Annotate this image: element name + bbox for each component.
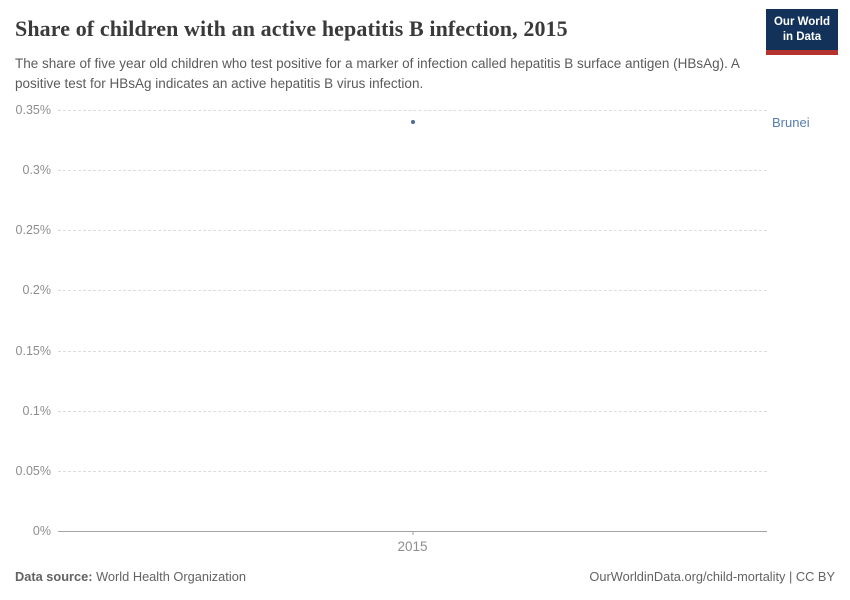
- data-source-value: World Health Organization: [92, 569, 246, 584]
- y-tick-label: 0.2%: [22, 283, 52, 298]
- y-tick-label: 0%: [32, 524, 51, 538]
- page-title: Share of children with an active hepatit…: [15, 16, 568, 41]
- y-tick-label: 0.05%: [15, 463, 51, 478]
- owid-logo-line1: Our World: [773, 16, 830, 28]
- gridline: [58, 230, 767, 232]
- data-point-brunei[interactable]: [410, 120, 415, 125]
- y-tick-label: 0.35%: [15, 103, 51, 117]
- gridline: [58, 350, 767, 352]
- gridline: [58, 290, 767, 292]
- y-tick-label: 0.3%: [22, 163, 52, 178]
- chart-footer: Data source: World Health Organization O…: [15, 569, 835, 584]
- owid-logo: Our World in Data: [765, 9, 838, 55]
- chart-subtitle: The share of five year old children who …: [15, 56, 740, 91]
- data-source-label: Data source:: [15, 569, 93, 584]
- y-tick-label: 0.15%: [15, 343, 51, 358]
- data-source-note: Data source: World Health Organization: [15, 569, 246, 584]
- y-tick-label: 0.25%: [15, 223, 51, 238]
- gridline: [58, 110, 767, 111]
- gridline: [58, 470, 767, 472]
- gridline: [58, 410, 767, 412]
- x-tick-label: 2015: [397, 539, 428, 554]
- x-tick-mark: [412, 531, 413, 535]
- plot-area: 0% 0.05% 0.1% 0.15% 0.2% 0.25% 0.3% 0.35% 2015 Br…: [16, 103, 810, 554]
- gridline: [58, 170, 767, 172]
- credit-line: OurWorldinData.org/child-mortality | CC …: [589, 569, 835, 584]
- owid-logo-line2: in Data: [782, 30, 822, 43]
- series-label-brunei[interactable]: Brunei: [772, 114, 810, 130]
- y-tick-label: 0.1%: [22, 403, 52, 418]
